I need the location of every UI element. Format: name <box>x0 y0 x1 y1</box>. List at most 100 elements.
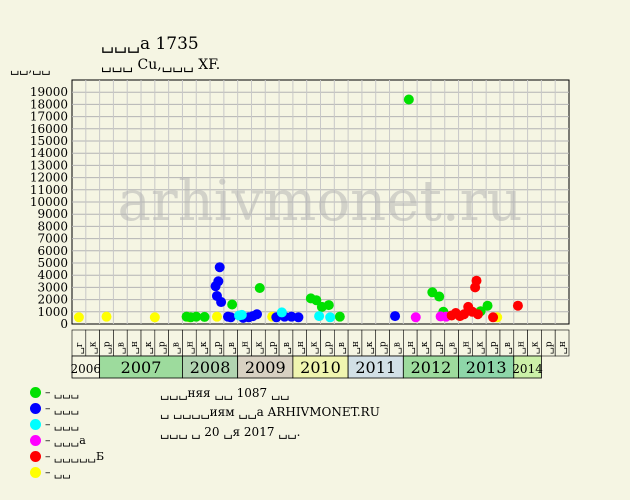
month-label: ␣к <box>420 341 430 354</box>
y-tick-label: 15000 <box>30 134 68 148</box>
legend-swatch <box>30 386 41 398</box>
y-axis-label: ␣␣,␣␣ <box>10 61 51 75</box>
y-tick-label: 17000 <box>30 110 68 124</box>
legend-item: – ␣␣␣ <box>30 400 79 416</box>
month-label: ␣к <box>89 341 99 354</box>
data-point-red <box>488 312 499 323</box>
month-label: ␣к <box>254 341 264 354</box>
y-tick-label: 2000 <box>37 293 68 307</box>
month-label: ␣в <box>448 342 458 354</box>
x-axis-year-band: 2006 2007 2008 2009 2010 2011 2012 2013 2014 <box>71 355 543 379</box>
month-label: ␣н <box>351 341 361 354</box>
data-point-green <box>254 283 265 294</box>
month-label: ␣н <box>406 341 416 354</box>
year-label: 2013 <box>466 358 507 377</box>
y-tick-label: 8000 <box>37 219 68 233</box>
y-tick-label: 9000 <box>37 207 68 221</box>
y-tick-label: 18000 <box>30 97 68 111</box>
data-point-green <box>323 300 334 311</box>
legend-label: – ␣␣␣ <box>45 417 80 431</box>
legend-swatch <box>30 418 41 430</box>
data-point-cyan <box>314 311 325 322</box>
month-label: ␣к <box>310 341 320 354</box>
data-point-red <box>472 309 483 320</box>
watermark: arhivmonet.ru <box>118 169 523 234</box>
data-point-green <box>199 311 210 322</box>
month-label: ␣к <box>475 341 485 354</box>
legend-label: – ␣␣␣␣␣Б <box>45 449 105 463</box>
month-label: ␣г <box>75 342 85 354</box>
y-tick-label: 5000 <box>37 256 68 270</box>
year-label: 2006 <box>71 362 102 376</box>
month-label: ␣н <box>558 341 568 354</box>
year-label: 2008 <box>190 358 231 377</box>
legend-item: – ␣␣ <box>30 464 71 480</box>
data-point-yellow <box>101 311 112 322</box>
data-point-green <box>403 94 414 105</box>
legend-label: – ␣␣␣ <box>45 385 80 399</box>
y-axis: 0100020003000400050006000700080009000100… <box>30 85 68 331</box>
month-label: ␣в <box>172 342 182 354</box>
month-label: ␣н <box>296 341 306 354</box>
year-label: 2014 <box>512 362 543 376</box>
month-label: ␣в <box>116 342 126 354</box>
month-label: ␣н <box>130 341 140 354</box>
month-label: ␣р <box>103 341 113 354</box>
month-label: ␣к <box>365 341 375 354</box>
month-label: ␣в <box>503 342 513 354</box>
y-tick-label: 13000 <box>30 158 68 172</box>
data-point-blue <box>390 311 401 322</box>
year-label: 2010 <box>300 358 341 377</box>
y-tick-label: 10000 <box>30 195 68 209</box>
y-tick-label: 16000 <box>30 122 68 136</box>
legend-item: – ␣␣␣ <box>30 416 79 432</box>
y-tick-label: 4000 <box>37 268 68 282</box>
month-label: ␣н <box>517 341 527 354</box>
data-point-green <box>482 300 493 311</box>
data-point-blue <box>216 297 227 308</box>
y-tick-label: 3000 <box>37 280 68 294</box>
month-label: ␣р <box>158 341 168 354</box>
legend-swatch <box>30 402 41 414</box>
data-point-yellow <box>211 311 222 322</box>
month-cell <box>554 329 570 357</box>
data-point-green <box>334 311 345 322</box>
y-tick-label: 0 <box>60 317 68 331</box>
y-tick-label: 6000 <box>37 244 68 258</box>
data-point-blue <box>293 312 304 323</box>
data-point-green <box>434 291 445 302</box>
data-point-cyan <box>325 312 336 323</box>
legend-label: – ␣␣ <box>45 465 71 479</box>
month-label: ␣в <box>337 342 347 354</box>
year-label: 2012 <box>411 358 452 377</box>
month-label: ␣в <box>227 342 237 354</box>
footer-source: ␣ ␣␣␣␣иям ␣␣а ARHIVMONET.RU <box>160 405 380 419</box>
footer-date: ␣␣␣ ␣ 20 ␣я 2017 ␣␣. <box>160 425 301 439</box>
y-tick-label: 19000 <box>30 85 68 99</box>
month-label: ␣н <box>185 341 195 354</box>
grid <box>72 80 569 324</box>
data-point-green <box>227 299 238 310</box>
legend-swatch <box>30 434 41 446</box>
y-tick-label: 11000 <box>30 183 68 197</box>
data-point-cyan <box>276 307 287 318</box>
y-tick-label: 14000 <box>30 146 68 160</box>
month-label: ␣в <box>282 342 292 354</box>
month-label: ␣р <box>489 341 499 354</box>
legend-item: – ␣␣␣а <box>30 432 86 448</box>
y-tick-label: 12000 <box>30 171 68 185</box>
year-cell <box>513 355 542 379</box>
y-tick-label: 1000 <box>37 305 68 319</box>
month-label: ␣р <box>544 341 554 354</box>
data-point-green <box>191 311 202 322</box>
month-label: ␣в <box>392 342 402 354</box>
data-point-yellow <box>149 312 160 323</box>
chart-subtitle: ␣␣␣ Cu,␣␣␣ XF. <box>101 57 221 73</box>
data-point-red <box>471 275 482 286</box>
x-axis-month-labels: ␣г ␣к ␣р ␣в ␣н ␣к ␣р ␣в ␣н ␣к ␣р ␣в ␣н ␣к ␣р ␣в ␣н ␣к ␣р ␣в… <box>71 329 570 357</box>
month-label: ␣р <box>434 341 444 354</box>
data-point-blue <box>251 309 262 320</box>
y-tick-label: 7000 <box>37 232 68 246</box>
data-points <box>73 94 523 323</box>
month-label: ␣р <box>323 341 333 354</box>
